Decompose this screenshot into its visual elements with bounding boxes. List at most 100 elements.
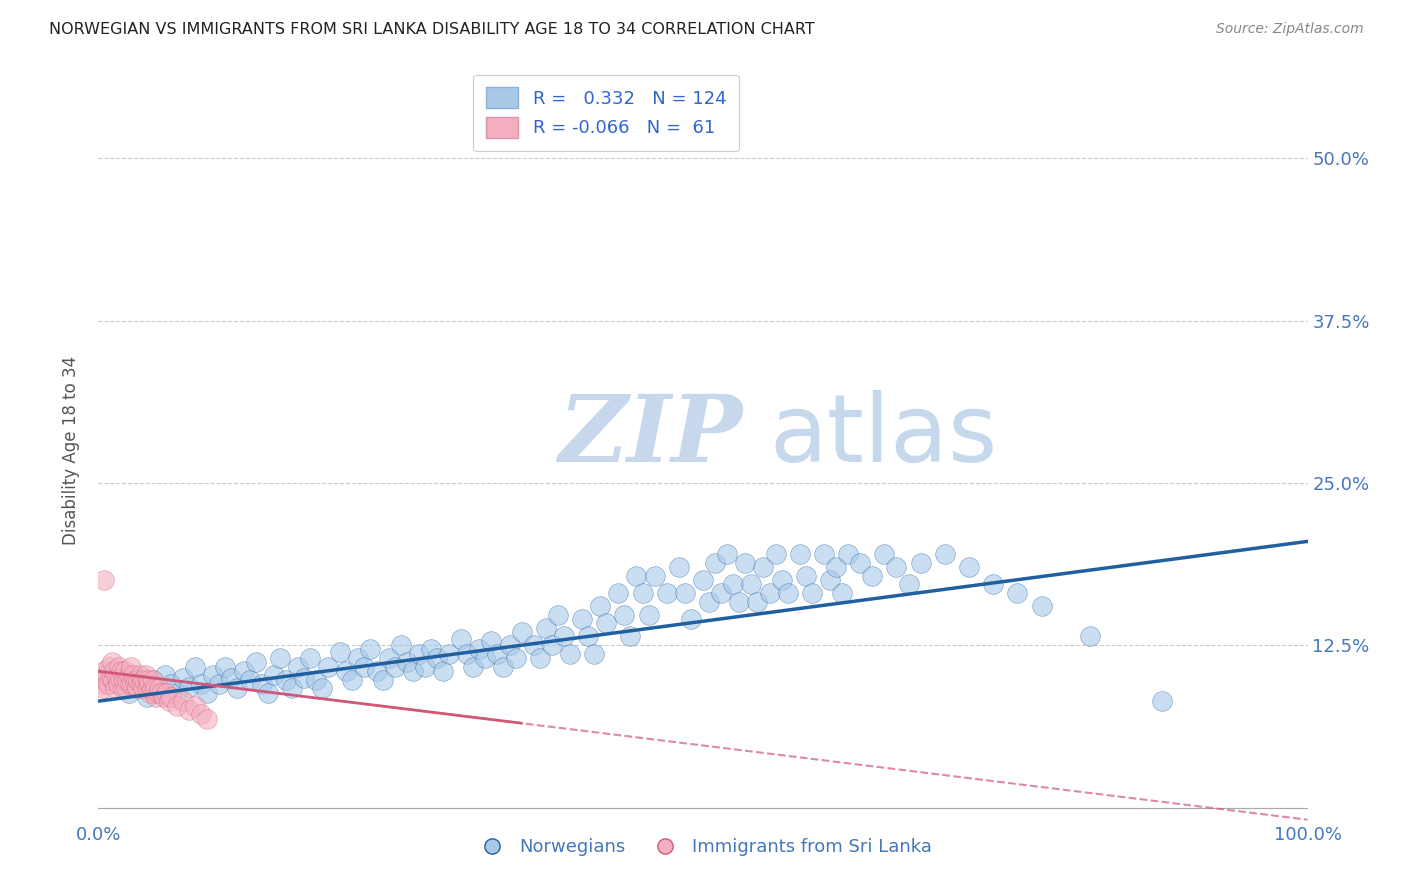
Point	[107, 677, 129, 691]
Point	[813, 547, 835, 561]
Point	[97, 677, 120, 691]
Point	[934, 547, 956, 561]
Point	[468, 642, 491, 657]
Point	[432, 665, 454, 679]
Point	[360, 642, 382, 657]
Point	[498, 638, 520, 652]
Point	[214, 660, 236, 674]
Point	[366, 665, 388, 679]
Point	[377, 651, 399, 665]
Point	[118, 686, 141, 700]
Point	[299, 651, 322, 665]
Point	[704, 557, 727, 571]
Point	[860, 569, 883, 583]
Point	[534, 621, 557, 635]
Point	[131, 673, 153, 688]
Point	[389, 638, 412, 652]
Point	[437, 648, 460, 662]
Point	[818, 574, 841, 588]
Point	[710, 586, 733, 600]
Point	[734, 557, 756, 571]
Point	[981, 577, 1004, 591]
Point	[655, 586, 678, 600]
Point	[510, 625, 533, 640]
Point	[114, 665, 136, 679]
Point	[142, 673, 165, 688]
Point	[523, 638, 546, 652]
Point	[134, 673, 156, 688]
Point	[105, 671, 128, 685]
Point	[129, 681, 152, 695]
Point	[135, 690, 157, 705]
Point	[910, 557, 932, 571]
Point	[692, 574, 714, 588]
Point	[849, 557, 872, 571]
Point	[124, 671, 146, 685]
Point	[335, 665, 357, 679]
Point	[553, 629, 575, 643]
Point	[91, 681, 114, 695]
Point	[402, 665, 425, 679]
Point	[152, 690, 174, 705]
Point	[202, 668, 225, 682]
Point	[353, 660, 375, 674]
Point	[208, 677, 231, 691]
Point	[143, 681, 166, 695]
Point	[146, 686, 169, 700]
Point	[728, 595, 751, 609]
Point	[157, 694, 180, 708]
Point	[765, 547, 787, 561]
Point	[100, 655, 122, 669]
Point	[576, 629, 599, 643]
Point	[160, 690, 183, 705]
Point	[98, 660, 121, 674]
Point	[195, 686, 218, 700]
Point	[873, 547, 896, 561]
Point	[127, 681, 149, 695]
Text: Source: ZipAtlas.com: Source: ZipAtlas.com	[1216, 22, 1364, 37]
Point	[1007, 586, 1029, 600]
Point	[631, 586, 654, 600]
Point	[132, 681, 155, 695]
Point	[172, 694, 194, 708]
Point	[281, 681, 304, 695]
Point	[886, 560, 908, 574]
Point	[1152, 694, 1174, 708]
Point	[558, 648, 581, 662]
Point	[100, 671, 122, 685]
Text: atlas: atlas	[769, 390, 998, 482]
Point	[292, 671, 315, 685]
Point	[121, 677, 143, 691]
Point	[128, 668, 150, 682]
Point	[135, 681, 157, 695]
Point	[492, 660, 515, 674]
Point	[245, 655, 267, 669]
Point	[613, 608, 636, 623]
Point	[150, 686, 173, 700]
Point	[111, 677, 134, 691]
Point	[1078, 629, 1101, 643]
Point	[637, 608, 659, 623]
Point	[486, 648, 509, 662]
Point	[740, 577, 762, 591]
Point	[93, 574, 115, 588]
Point	[112, 673, 135, 688]
Point	[384, 660, 406, 674]
Point	[668, 560, 690, 574]
Point	[589, 599, 612, 614]
Legend: Norwegians, Immigrants from Sri Lanka: Norwegians, Immigrants from Sri Lanka	[467, 831, 939, 863]
Point	[758, 586, 780, 600]
Point	[752, 560, 775, 574]
Point	[716, 547, 738, 561]
Point	[195, 712, 218, 726]
Point	[413, 660, 436, 674]
Point	[94, 673, 117, 688]
Point	[697, 595, 720, 609]
Point	[450, 632, 472, 646]
Point	[426, 651, 449, 665]
Point	[93, 665, 115, 679]
Point	[776, 586, 799, 600]
Point	[172, 671, 194, 685]
Point	[529, 651, 551, 665]
Point	[139, 686, 162, 700]
